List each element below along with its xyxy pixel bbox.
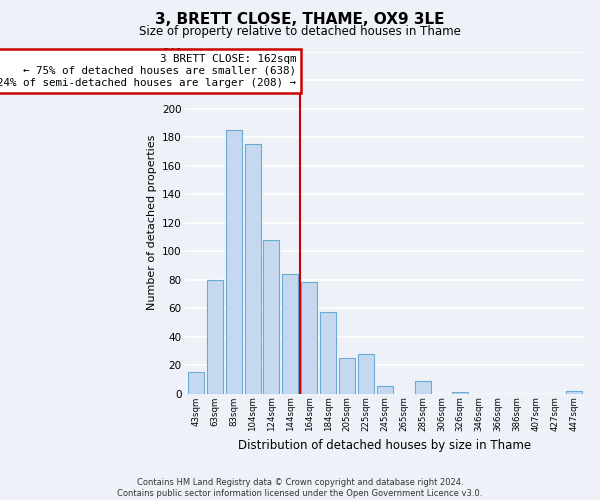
Bar: [452, 392, 469, 394]
Bar: [320, 312, 336, 394]
Bar: [283, 274, 298, 394]
Bar: [301, 282, 317, 394]
Text: Size of property relative to detached houses in Thame: Size of property relative to detached ho…: [139, 25, 461, 38]
Bar: [245, 144, 260, 394]
Bar: [566, 390, 581, 394]
X-axis label: Distribution of detached houses by size in Thame: Distribution of detached houses by size …: [238, 440, 532, 452]
Bar: [207, 280, 223, 394]
Bar: [358, 354, 374, 394]
Bar: [188, 372, 204, 394]
Text: 3 BRETT CLOSE: 162sqm
← 75% of detached houses are smaller (638)
24% of semi-det: 3 BRETT CLOSE: 162sqm ← 75% of detached …: [0, 54, 296, 88]
Text: 3, BRETT CLOSE, THAME, OX9 3LE: 3, BRETT CLOSE, THAME, OX9 3LE: [155, 12, 445, 26]
Y-axis label: Number of detached properties: Number of detached properties: [146, 135, 157, 310]
Bar: [415, 380, 431, 394]
Text: Contains HM Land Registry data © Crown copyright and database right 2024.
Contai: Contains HM Land Registry data © Crown c…: [118, 478, 482, 498]
Bar: [339, 358, 355, 394]
Bar: [263, 240, 280, 394]
Bar: [226, 130, 242, 394]
Bar: [377, 386, 393, 394]
